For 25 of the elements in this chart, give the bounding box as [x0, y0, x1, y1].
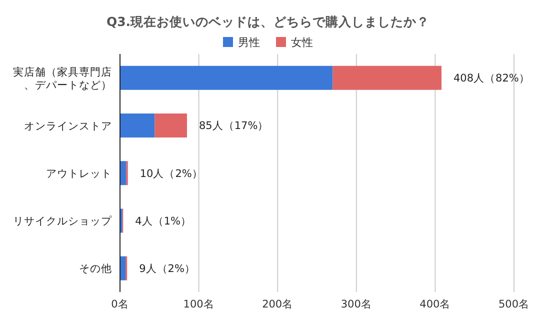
total-label: 85人（17%） [198, 120, 269, 132]
y-tick-label: 実店舗（家具専門店、デパートなど） [13, 65, 112, 92]
legend-label: 女性 [291, 34, 313, 50]
chart-title: Q3.現在お使いのベッドは、どちらで購入しましたか？ [105, 14, 431, 31]
x-tick-label: 400名 [420, 298, 451, 310]
bar [120, 161, 126, 186]
y-tick-label: アウトレット [46, 168, 112, 180]
x-tick-label: 100名 [183, 298, 214, 310]
bar [332, 66, 442, 90]
total-label: 4人（1%） [135, 215, 192, 228]
bar [120, 256, 126, 280]
x-tick-label: 200名 [262, 298, 294, 310]
y-tick-label: オンラインストア [24, 120, 112, 132]
y-tick-label: その他 [79, 263, 112, 276]
total-label: 9人（2%） [139, 263, 196, 276]
x-tick-label: 300名 [340, 298, 372, 310]
y-tick-label: リサイクルショップ [13, 214, 113, 228]
total-label: 10人（2%） [140, 168, 203, 180]
total-label: 408人（82%） [454, 72, 530, 85]
bar [120, 114, 155, 138]
x-tick-label: 500名 [498, 298, 530, 310]
bar [120, 66, 333, 90]
bar [154, 114, 187, 138]
x-tick-label: 0名 [111, 298, 129, 310]
legend-label: 男性 [238, 34, 260, 50]
